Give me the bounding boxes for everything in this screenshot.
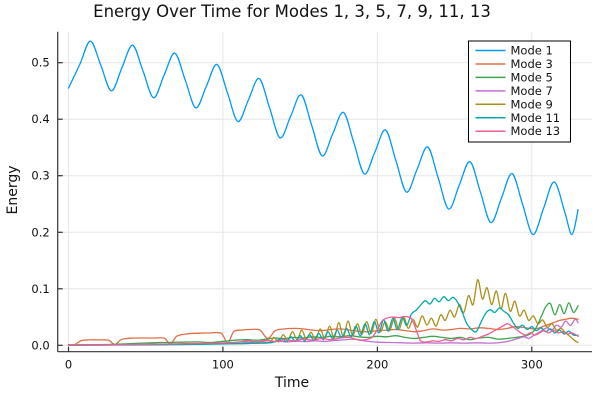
legend-entry-mode-9: Mode 9 [475,97,553,111]
legend-entry-mode-1: Mode 1 [475,44,553,58]
series-line-mode-5 [67,302,579,346]
legend-label: Mode 1 [511,44,553,58]
legend-label: Mode 13 [511,124,561,138]
series-line-mode-9 [67,279,579,346]
y-tick-label: 0.3 [31,169,49,183]
legend-label: Mode 7 [511,84,553,98]
legend-entry-mode-13: Mode 13 [475,124,561,138]
series-line-mode-1 [67,40,579,236]
x-tick-label: 300 [521,358,543,372]
y-axis-label: Energy [5,165,21,214]
y-tick-label: 0.0 [31,338,49,352]
y-tick-label: 0.4 [31,112,49,126]
series-line-mode-11 [67,296,579,346]
y-tick-label: 0.1 [31,282,49,296]
legend-label: Mode 9 [511,97,553,111]
y-tick-label: 0.2 [31,225,49,239]
y-tick-label: 0.5 [31,56,49,70]
series-lines [67,40,579,346]
x-tick-label: 0 [65,358,72,372]
legend-entry-mode-11: Mode 11 [475,111,561,125]
series-line-mode-7 [67,318,579,346]
legend-label: Mode 3 [511,57,553,71]
legend-label: Mode 5 [511,70,553,84]
x-tick-label: 100 [212,358,234,372]
x-tick-label: 200 [366,358,388,372]
legend-entry-mode-3: Mode 3 [475,57,553,71]
chart-title: Energy Over Time for Modes 1, 3, 5, 7, 9… [93,2,491,21]
legend-label: Mode 11 [511,111,561,125]
x-axis-label: Time [274,375,309,391]
series-line-mode-13 [67,315,579,346]
legend-entry-mode-5: Mode 5 [475,70,553,84]
legend-entry-mode-7: Mode 7 [475,84,553,98]
axes: 0 100 200 300 0.0 0.1 0.2 0.3 0.4 0.5 [31,31,592,372]
